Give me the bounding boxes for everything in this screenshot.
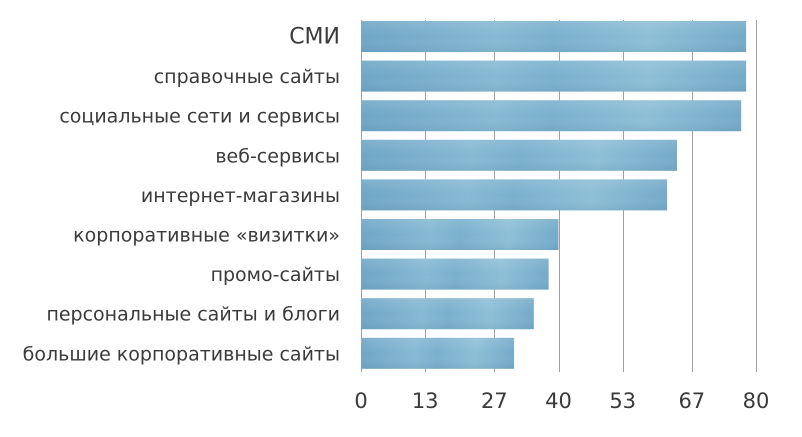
bar: [361, 219, 559, 250]
x-tick-label: 13: [412, 389, 439, 413]
category-label: промо-сайты: [211, 264, 340, 286]
bar-shade: [361, 219, 559, 250]
category-label: веб-сервисы: [215, 145, 340, 167]
category-label: СМИ: [289, 25, 340, 50]
bar-shade: [361, 60, 747, 92]
bar-shade: [361, 21, 747, 52]
category-label: корпоративные «визитки»: [73, 225, 340, 247]
bar: [361, 258, 549, 290]
bar-shade: [361, 139, 677, 171]
category-labels: СМИ справочные сайты социальные сети и сер…: [23, 25, 340, 366]
bar-shade: [361, 179, 668, 211]
bar: [361, 139, 677, 171]
category-label: интернет-магазины: [141, 185, 340, 207]
bar-shade: [361, 258, 549, 290]
bar: [361, 179, 668, 211]
bar: [361, 60, 747, 92]
category-label: социальные сети и сервисы: [59, 106, 340, 128]
bars: [361, 21, 747, 369]
category-label: большие корпоративные сайты: [23, 343, 340, 365]
bar: [361, 298, 534, 330]
x-axis-tick-labels: 0 13 27 40 53 67 80: [354, 389, 769, 413]
bar: [361, 21, 747, 52]
x-tick-label: 27: [481, 389, 508, 413]
bar: [361, 100, 742, 132]
x-tick-label: 67: [678, 389, 705, 413]
category-label: персональные сайты и блоги: [46, 304, 340, 326]
x-tick-label: 0: [354, 389, 367, 413]
x-tick-label: 40: [545, 389, 572, 413]
bar-shade: [361, 337, 515, 369]
bar: [361, 337, 515, 369]
x-tick-label: 80: [743, 389, 770, 413]
bar-shade: [361, 298, 534, 330]
category-label: справочные сайты: [154, 66, 340, 88]
bar-shade: [361, 100, 742, 132]
x-tick-label: 53: [609, 389, 636, 413]
